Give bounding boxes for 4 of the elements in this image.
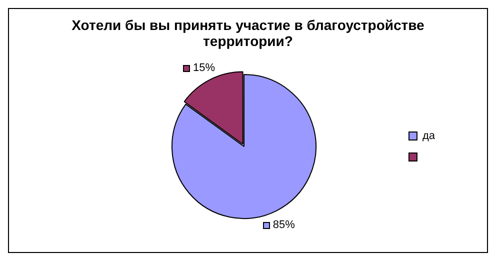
data-label: 15% xyxy=(193,62,216,74)
chart-title: Хотели бы вы принять участие в благоустройстве территории? xyxy=(70,17,426,49)
data-label: 85% xyxy=(272,218,296,231)
legend-label: да xyxy=(422,130,436,142)
